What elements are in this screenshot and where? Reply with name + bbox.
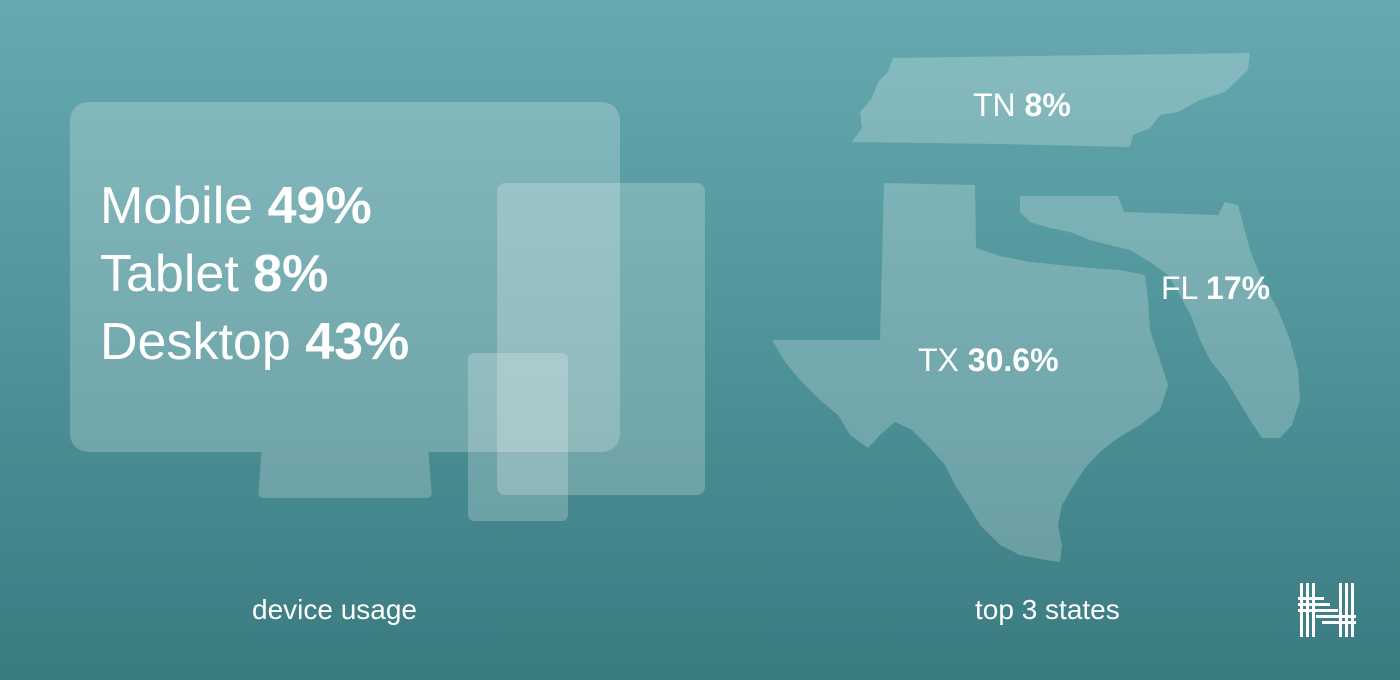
top-states-caption: top 3 states — [975, 594, 1120, 625]
device-value: 43% — [305, 313, 410, 371]
state-value: 17% — [1206, 270, 1271, 306]
phone-icon — [468, 353, 568, 521]
device-row-desktop: Desktop 43% — [100, 308, 409, 376]
device-stats: Mobile 49% Tablet 8% Desktop 43% — [100, 172, 409, 376]
state-abbr: TX — [918, 342, 959, 378]
device-name: Mobile — [100, 177, 254, 235]
device-name: Desktop — [100, 313, 291, 371]
device-name: Tablet — [100, 245, 239, 303]
state-value: 30.6% — [967, 342, 1059, 378]
device-usage-caption: device usage — [252, 594, 418, 625]
state-label-fl: FL 17% — [1161, 270, 1270, 307]
state-label-tn: TN 8% — [973, 87, 1071, 124]
state-label-tx: TX 30.6% — [918, 342, 1059, 379]
tablet-icon — [497, 183, 705, 495]
device-row-mobile: Mobile 49% — [100, 172, 409, 240]
state-value: 8% — [1024, 87, 1071, 123]
monitor-stand-icon — [258, 452, 432, 498]
texas-shape — [772, 183, 1168, 562]
device-value: 8% — [253, 245, 329, 303]
state-abbr: TN — [973, 87, 1016, 123]
tennessee-shape — [852, 53, 1250, 147]
brand-logo-icon — [1298, 583, 1356, 637]
device-value: 49% — [267, 177, 372, 235]
state-abbr: FL — [1161, 270, 1198, 306]
device-row-tablet: Tablet 8% — [100, 240, 409, 308]
florida-shape — [1020, 196, 1300, 438]
desktop-monitor-icon — [70, 102, 620, 452]
